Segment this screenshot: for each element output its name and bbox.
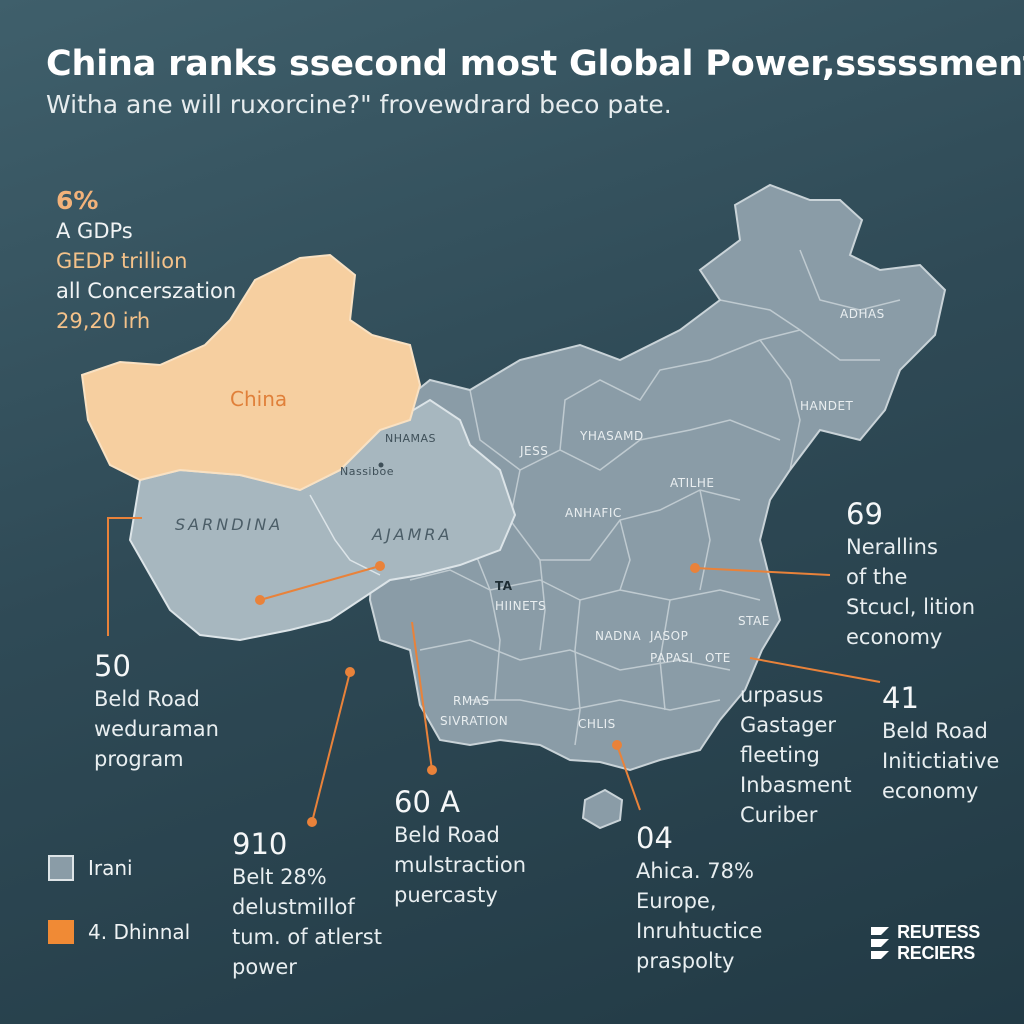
callout-41-line: Beld Road — [882, 719, 988, 743]
highlight-region-shape — [80, 253, 422, 492]
map-label-rmas: RMAS — [453, 694, 490, 708]
callout-urpasus-line: Gastager — [740, 713, 837, 737]
callout-urpasus-line: Inbasment — [740, 773, 852, 797]
legend-item-orange: 4. Dhinnal — [48, 920, 190, 944]
map-label-sivration: SIVRATION — [440, 714, 508, 728]
callout-41: 41 Beld Road Initictiative economy — [882, 680, 999, 806]
map-label-atilhe: ATILHE — [670, 476, 714, 490]
gdp-line-1: A GDPs — [56, 219, 133, 243]
legend-swatch-orange — [48, 920, 74, 944]
callout-910-line: delustmillof — [232, 895, 355, 919]
callout-urpasus-line: fleeting — [740, 743, 820, 767]
callout-60a: 60 A Beld Road mulstraction puercasty — [394, 784, 526, 910]
leader-lines — [107, 517, 881, 823]
callout-60a-line: Beld Road — [394, 823, 500, 847]
map-label-hiinets: HIINETS — [495, 599, 546, 613]
callout-50-line: weduraman — [94, 717, 219, 741]
callout-69-line: economy — [846, 625, 943, 649]
map-label-anhafic: ANHAFIC — [565, 506, 622, 520]
gdp-stat-block: 6% A GDPs GEDP trillion all Concerszatio… — [56, 186, 236, 336]
callout-urpasus-line: Curiber — [740, 803, 818, 827]
brand-logo: REUTESS RECIERS — [869, 922, 980, 964]
map-label-nadna: NADNA — [595, 629, 641, 643]
legend-label-gray: Irani — [88, 856, 133, 880]
leader-dots — [255, 561, 700, 827]
map-label-ajamra: AJAMRA — [371, 525, 452, 544]
callout-50-line: program — [94, 747, 184, 771]
map-label-chlis: CHLIS — [578, 717, 616, 731]
callout-04-line: Inruhtuctice — [636, 919, 763, 943]
gdp-line-2: GEDP trillion — [56, 249, 188, 273]
callout-50-line: Beld Road — [94, 687, 200, 711]
map-label-jess: JESS — [519, 444, 548, 458]
callout-04-line: Ahica. 78% — [636, 859, 754, 883]
map-label-china: China — [230, 387, 287, 411]
callout-41-line: economy — [882, 779, 979, 803]
brand-mark-icon — [871, 927, 890, 959]
hainan-island-shape — [581, 788, 624, 830]
callout-69-line: Stcucl, lition — [846, 595, 976, 619]
gdp-line-3: all Concerszation — [56, 279, 237, 303]
gdp-line-4: 29,20 irh — [56, 309, 151, 333]
callout-urpasus: urpasus Gastager fleeting Inbasment Curi… — [740, 680, 852, 830]
legend-swatch-gray — [48, 855, 74, 881]
callout-04-line: Europe, — [636, 889, 717, 913]
province-borders — [409, 249, 901, 746]
map-label-ote: OTE — [705, 651, 731, 665]
callout-urpasus-line: urpasus — [740, 683, 824, 707]
page-title: China ranks ssecond most Global Power,ss… — [46, 44, 1024, 84]
callout-04: 04 Ahica. 78% Europe, Inruhtuctice prasp… — [636, 820, 762, 976]
legend-item-gray: Irani — [48, 855, 133, 881]
map-label-rapasi: PAPASI — [650, 651, 694, 665]
legend-label-orange: 4. Dhinnal — [88, 920, 191, 944]
callout-69-number: 69 — [846, 497, 883, 531]
callout-69: 69 Nerallins of the Stcucl, lition econo… — [846, 496, 975, 652]
map-label-handet: HANDET — [800, 399, 854, 413]
map-label-nhamas: NHAMAS — [385, 432, 436, 445]
callout-910-number: 910 — [232, 827, 288, 861]
callout-69-line: of the — [846, 565, 908, 589]
callout-60a-line: mulstraction — [394, 853, 527, 877]
map-label-jasop: JASOP — [649, 629, 688, 643]
gdp-percent: 6% — [56, 186, 99, 215]
map-label-ta: TA — [495, 579, 513, 593]
light-region-border — [309, 494, 381, 576]
map-label-sarndina: SARNDINA — [175, 515, 283, 534]
callout-60a-number: 60 A — [394, 785, 460, 819]
map-label-nassiboe: Nassiboe — [340, 465, 394, 478]
city-dot — [378, 462, 384, 468]
callout-910: 910 Belt 28% delustmillof tum. of atlers… — [232, 826, 382, 982]
callout-04-number: 04 — [636, 821, 673, 855]
brand-line-2: RECIERS — [897, 943, 975, 963]
map-label-adhas: ADHAS — [840, 307, 885, 321]
callout-50: 50 Beld Road weduraman program — [94, 648, 219, 774]
map-label-stae: STAE — [738, 614, 770, 628]
callout-41-number: 41 — [882, 681, 919, 715]
callout-41-line: Initictiative — [882, 749, 1000, 773]
callout-60a-line: puercasty — [394, 883, 498, 907]
callout-910-line: tum. of atlerst — [232, 925, 382, 949]
callout-50-number: 50 — [94, 649, 131, 683]
page-subtitle: Witha ane will ruxorcine?" frovewdrard b… — [46, 90, 672, 119]
callout-910-line: power — [232, 955, 297, 979]
callout-69-line: Nerallins — [846, 535, 938, 559]
map-label-yhasamd: YHASAMD — [579, 429, 644, 443]
callout-910-line: Belt 28% — [232, 865, 327, 889]
brand-line-1: REUTESS — [897, 922, 980, 942]
callout-04-line: praspolty — [636, 949, 735, 973]
